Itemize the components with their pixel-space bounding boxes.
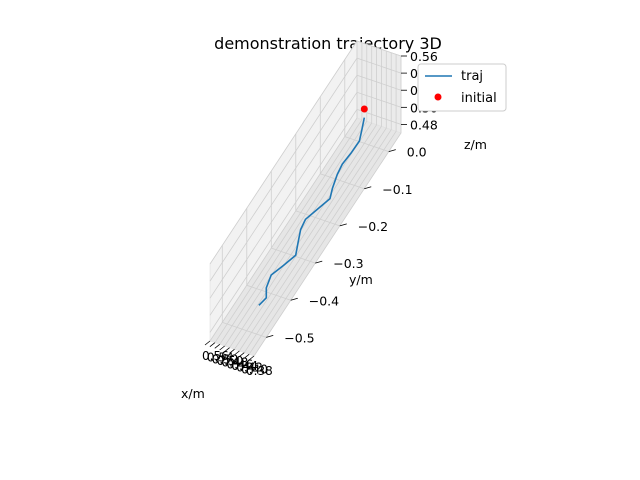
gridline-y bbox=[344, 59, 389, 152]
y-tick bbox=[339, 223, 347, 227]
legend-label-traj: traj bbox=[461, 69, 483, 84]
x-tick bbox=[243, 354, 250, 359]
x-tick bbox=[229, 349, 235, 354]
x-tick-label: 0.38 bbox=[246, 364, 273, 378]
z-tick-label: 0.56 bbox=[410, 49, 438, 64]
axis-panes bbox=[209, 39, 402, 357]
x-axis-label: x/m bbox=[181, 386, 205, 401]
x-tick-label: 0.50 bbox=[217, 354, 244, 368]
y-tick-label: −0.5 bbox=[284, 330, 314, 345]
gridline-x bbox=[253, 56, 402, 357]
gridline-y bbox=[295, 133, 340, 227]
legend-swatch-initial bbox=[434, 93, 442, 101]
gridline-x bbox=[248, 54, 397, 355]
tick-marks bbox=[204, 55, 407, 361]
x-tick-label: 0.46 bbox=[226, 357, 253, 371]
x-tick-label: 0.56 bbox=[202, 349, 229, 363]
y-tick bbox=[290, 297, 298, 301]
y-tick-label: −0.1 bbox=[382, 182, 412, 197]
axes-3d: 0.380.400.420.440.460.480.500.520.540.56… bbox=[181, 39, 487, 401]
x-tick-label: 0.48 bbox=[222, 356, 249, 370]
z-tick-label: 0.48 bbox=[410, 117, 438, 132]
y-tick bbox=[315, 260, 323, 264]
z-axis-label: z/m bbox=[464, 137, 487, 152]
y-tick-label: −0.4 bbox=[309, 293, 339, 308]
gridline-y bbox=[319, 96, 365, 190]
gridline-z bbox=[209, 40, 402, 265]
x-tick bbox=[204, 340, 211, 346]
y-tick-label: 0.0 bbox=[407, 145, 427, 160]
plot-area bbox=[258, 105, 368, 306]
x-tick bbox=[224, 347, 230, 352]
x-tick bbox=[234, 350, 240, 356]
x-tick bbox=[219, 345, 225, 351]
x-tick-label: 0.44 bbox=[231, 359, 258, 373]
x-tick-label: 0.40 bbox=[241, 362, 268, 376]
y-tick-label: −0.3 bbox=[333, 256, 363, 271]
x-tick-label: 0.42 bbox=[236, 361, 263, 375]
gridline-x bbox=[238, 51, 387, 352]
initial-point-marker bbox=[360, 105, 368, 113]
trajectory-line bbox=[258, 117, 366, 306]
gridline-x bbox=[224, 46, 373, 347]
legend-label-initial: initial bbox=[461, 91, 497, 106]
legend: traj initial bbox=[417, 63, 507, 112]
y-axis-label: y/m bbox=[349, 272, 373, 287]
gridline-x bbox=[214, 42, 363, 343]
y-tick bbox=[266, 335, 274, 338]
gridline-y bbox=[221, 245, 267, 338]
grid-lines bbox=[209, 40, 402, 357]
x-tick-label: 0.52 bbox=[212, 352, 239, 366]
gridline-z bbox=[209, 91, 402, 316]
chart-title: demonstration trajectory 3D bbox=[214, 34, 442, 53]
x-tick bbox=[238, 352, 245, 357]
gridline-x bbox=[243, 52, 392, 353]
gridline-z bbox=[209, 57, 402, 282]
gridline-x bbox=[229, 47, 378, 348]
y-tick bbox=[364, 186, 372, 190]
gridline-z bbox=[209, 108, 402, 333]
x-tick bbox=[209, 342, 216, 347]
x-tick bbox=[214, 344, 221, 349]
gridline-x bbox=[234, 49, 382, 350]
gridline-y bbox=[246, 208, 291, 301]
gridline-x bbox=[219, 44, 368, 345]
y-tick bbox=[388, 149, 396, 152]
gridline-y bbox=[270, 171, 316, 264]
tick-labels: 0.380.400.420.440.460.480.500.520.540.56… bbox=[202, 49, 438, 378]
x-tick-label: 0.54 bbox=[207, 351, 234, 365]
y-tick-label: −0.2 bbox=[358, 219, 388, 234]
gridline-z bbox=[209, 74, 402, 299]
x-tick bbox=[248, 355, 255, 361]
gridline-x bbox=[209, 41, 358, 342]
